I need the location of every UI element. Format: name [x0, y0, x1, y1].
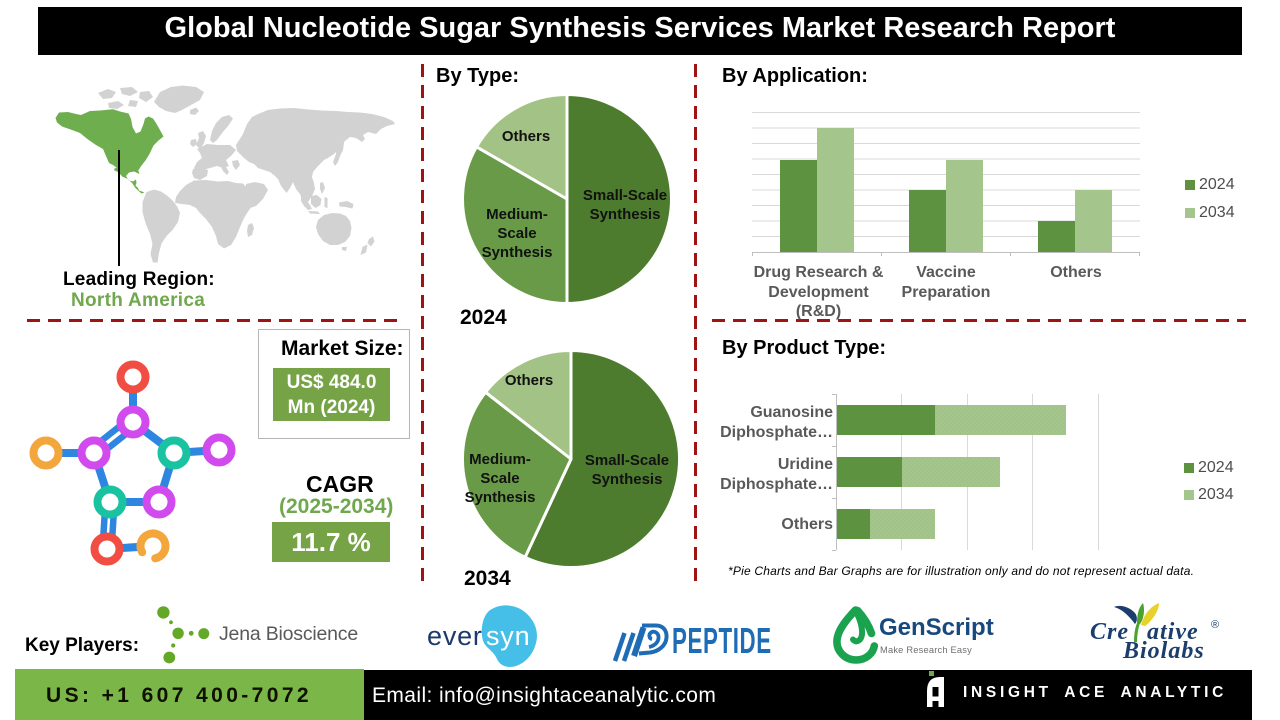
svg-text:ative: ative [1147, 619, 1199, 645]
svg-text:®: ® [1211, 619, 1219, 631]
svg-text:PEPTIDE: PEPTIDE [672, 622, 772, 662]
svg-text:Make Research Easy: Make Research Easy [880, 645, 972, 655]
svg-text:GenScript: GenScript [879, 614, 994, 641]
svg-text:Jena Bioscience: Jena Bioscience [219, 623, 358, 645]
svg-text:ever: ever [427, 621, 483, 651]
svg-text:Cre: Cre [1090, 619, 1129, 645]
svg-text:syn: syn [486, 621, 530, 651]
svg-text:Biolabs: Biolabs [1122, 638, 1205, 664]
